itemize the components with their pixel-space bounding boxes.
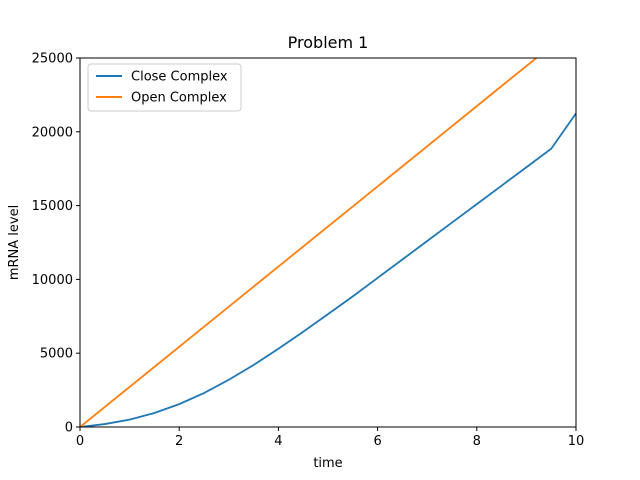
x-axis-label: time: [313, 456, 342, 471]
y-tick-label: 10000: [32, 273, 73, 288]
y-tick-label: 0: [65, 421, 73, 436]
y-tick-label: 25000: [32, 52, 73, 67]
legend-label-close-complex: Close Complex: [131, 70, 228, 85]
x-tick-label: 8: [473, 434, 481, 449]
legend-box: [87, 63, 242, 112]
x-tick-label: 0: [76, 434, 84, 449]
x-tick-label: 4: [274, 434, 282, 449]
ticks-layer: 0 2 4 6 8 10 0 5000 10000 15000 20000 25000: [32, 52, 585, 450]
chart-title: Problem 1: [288, 33, 369, 52]
legend: Close Complex Open Complex: [87, 63, 242, 112]
x-tick-label: 6: [373, 434, 381, 449]
plot-frame: [79, 57, 577, 428]
y-axis-label: mRNA level: [7, 205, 22, 280]
y-tick-label: 15000: [32, 199, 73, 214]
series-line-open-complex: [80, 58, 537, 427]
x-tick-label: 2: [175, 434, 183, 449]
y-tick-label: 20000: [32, 125, 73, 140]
legend-label-open-complex: Open Complex: [131, 91, 227, 106]
x-tick-label: 10: [568, 434, 585, 449]
series-layer: [80, 58, 576, 427]
y-tick-label: 5000: [40, 347, 73, 362]
series-line-close-complex: [80, 112, 576, 427]
